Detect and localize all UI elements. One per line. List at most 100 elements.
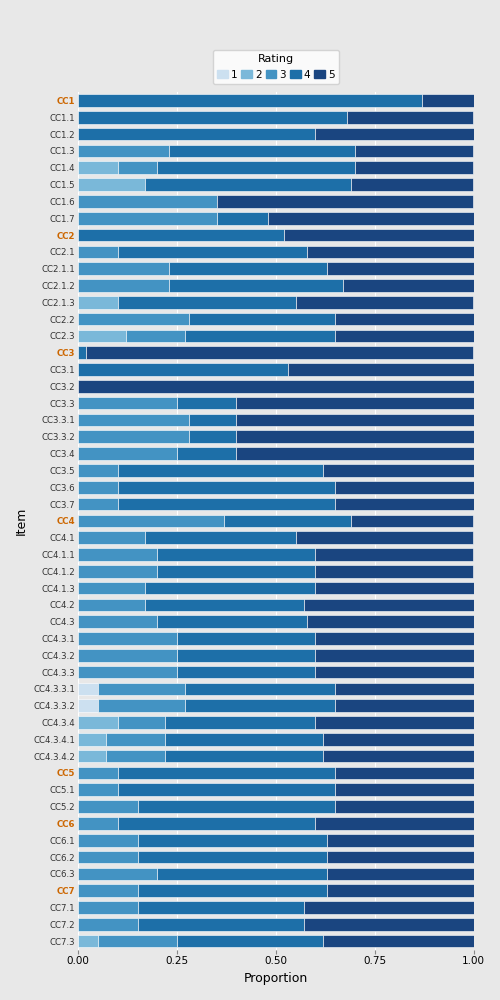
Bar [78, 901, 138, 914]
Bar [78, 548, 158, 561]
Bar [422, 94, 474, 107]
Bar [138, 884, 327, 897]
Bar [335, 498, 473, 510]
Bar [78, 481, 118, 494]
Bar [118, 464, 324, 477]
Bar [304, 918, 474, 931]
Bar [335, 800, 473, 813]
Bar [355, 161, 474, 174]
Bar [335, 783, 473, 796]
Bar [177, 666, 316, 678]
Bar [158, 565, 316, 578]
Bar [78, 246, 118, 258]
Bar [78, 868, 158, 880]
X-axis label: Proportion: Proportion [244, 972, 308, 985]
Bar [118, 481, 335, 494]
Bar [177, 649, 316, 662]
Bar [327, 262, 474, 275]
Bar [118, 296, 296, 309]
Bar [78, 279, 169, 292]
Bar [78, 195, 216, 208]
Bar [324, 935, 474, 947]
Bar [78, 161, 118, 174]
Bar [316, 548, 474, 561]
Bar [296, 531, 474, 544]
Bar [78, 397, 177, 409]
Bar [78, 918, 138, 931]
Bar [236, 397, 474, 409]
Bar [316, 649, 474, 662]
Bar [78, 330, 126, 342]
Bar [327, 851, 474, 863]
Bar [316, 666, 474, 678]
Bar [236, 414, 474, 426]
Bar [78, 783, 118, 796]
Bar [78, 212, 216, 225]
Bar [78, 531, 146, 544]
Bar [78, 666, 177, 678]
Bar [169, 145, 355, 157]
Bar [185, 699, 335, 712]
Bar [78, 178, 146, 191]
Bar [78, 313, 189, 325]
Bar [78, 851, 138, 863]
Bar [316, 716, 474, 729]
Bar [347, 111, 474, 124]
Bar [78, 380, 473, 393]
Bar [78, 767, 118, 779]
Bar [118, 767, 335, 779]
Bar [118, 161, 158, 174]
Bar [177, 447, 236, 460]
Bar [146, 582, 316, 594]
Bar [78, 699, 98, 712]
Bar [146, 599, 304, 611]
Bar [78, 498, 118, 510]
Bar [78, 615, 158, 628]
Bar [177, 632, 316, 645]
Bar [146, 178, 351, 191]
Bar [78, 346, 86, 359]
Bar [216, 195, 474, 208]
Bar [106, 750, 165, 762]
Bar [165, 733, 324, 746]
Bar [78, 649, 177, 662]
Bar [78, 447, 177, 460]
Bar [78, 363, 288, 376]
Bar [189, 414, 236, 426]
Bar [343, 279, 473, 292]
Bar [327, 834, 474, 847]
Bar [78, 935, 98, 947]
Bar [351, 178, 474, 191]
Bar [327, 868, 474, 880]
Bar [78, 296, 118, 309]
Bar [324, 733, 474, 746]
Bar [118, 498, 335, 510]
Bar [78, 128, 316, 140]
Bar [165, 750, 324, 762]
Bar [316, 565, 474, 578]
Bar [335, 767, 473, 779]
Bar [78, 565, 158, 578]
Bar [78, 683, 98, 695]
Bar [158, 548, 316, 561]
Bar [98, 935, 177, 947]
Bar [78, 414, 189, 426]
Bar [169, 262, 327, 275]
Bar [118, 783, 335, 796]
Bar [177, 935, 324, 947]
Bar [316, 128, 474, 140]
Bar [158, 615, 308, 628]
Bar [288, 363, 474, 376]
Bar [138, 918, 304, 931]
Bar [324, 750, 474, 762]
Bar [158, 868, 327, 880]
Bar [224, 515, 351, 527]
Bar [78, 464, 118, 477]
Bar [169, 279, 343, 292]
Bar [78, 599, 146, 611]
Bar [78, 145, 169, 157]
Bar [189, 430, 236, 443]
Legend: 1, 2, 3, 4, 5: 1, 2, 3, 4, 5 [213, 50, 339, 84]
Bar [316, 817, 474, 830]
Bar [335, 481, 473, 494]
